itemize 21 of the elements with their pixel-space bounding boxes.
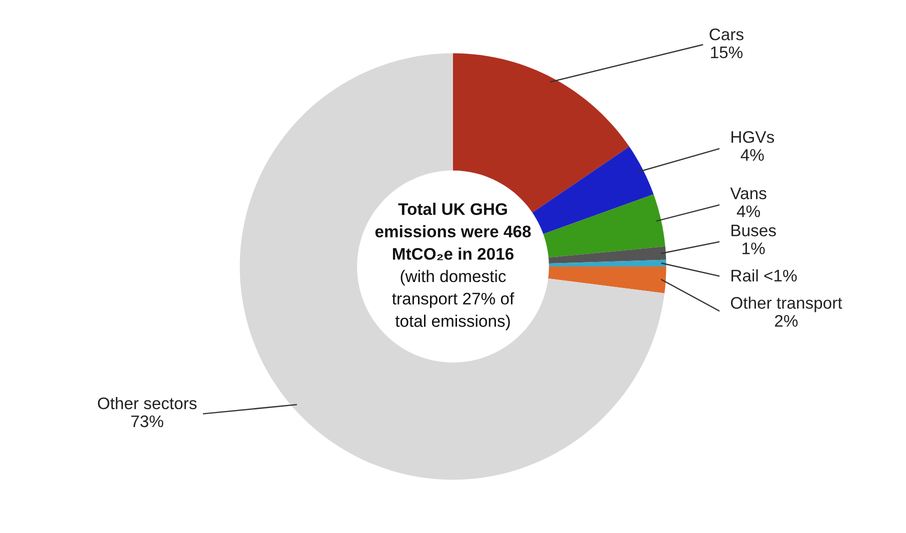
data-label: 73% bbox=[131, 415, 164, 428]
data-label: 4% bbox=[740, 149, 764, 161]
donut-slice bbox=[240, 53, 665, 480]
donut-slice bbox=[548, 260, 666, 266]
slice-label: Other sectors bbox=[98, 397, 197, 410]
data-label: 4% bbox=[736, 205, 760, 218]
slice-label: HGVs bbox=[732, 131, 774, 143]
donut-slice bbox=[548, 246, 666, 264]
donut-slice bbox=[532, 146, 654, 234]
donut-slice bbox=[543, 194, 666, 258]
text: Total UK GHG emissions were 468 MtCO₂e in 2016 bbox=[375, 202, 531, 260]
data-label: 1% bbox=[742, 242, 765, 254]
slice-label: Other transport bbox=[730, 296, 842, 312]
donut-slice bbox=[548, 266, 666, 294]
text: (with domestic transport 27% of total emissions) bbox=[392, 270, 514, 330]
data-label: 2% bbox=[774, 314, 798, 327]
slice-label: Rail <1% bbox=[732, 269, 797, 282]
slice-label: Buses bbox=[732, 224, 776, 236]
slice-label: Cars bbox=[710, 28, 744, 40]
slice-label: Vans bbox=[730, 188, 766, 200]
data-label: 15% bbox=[711, 46, 743, 58]
